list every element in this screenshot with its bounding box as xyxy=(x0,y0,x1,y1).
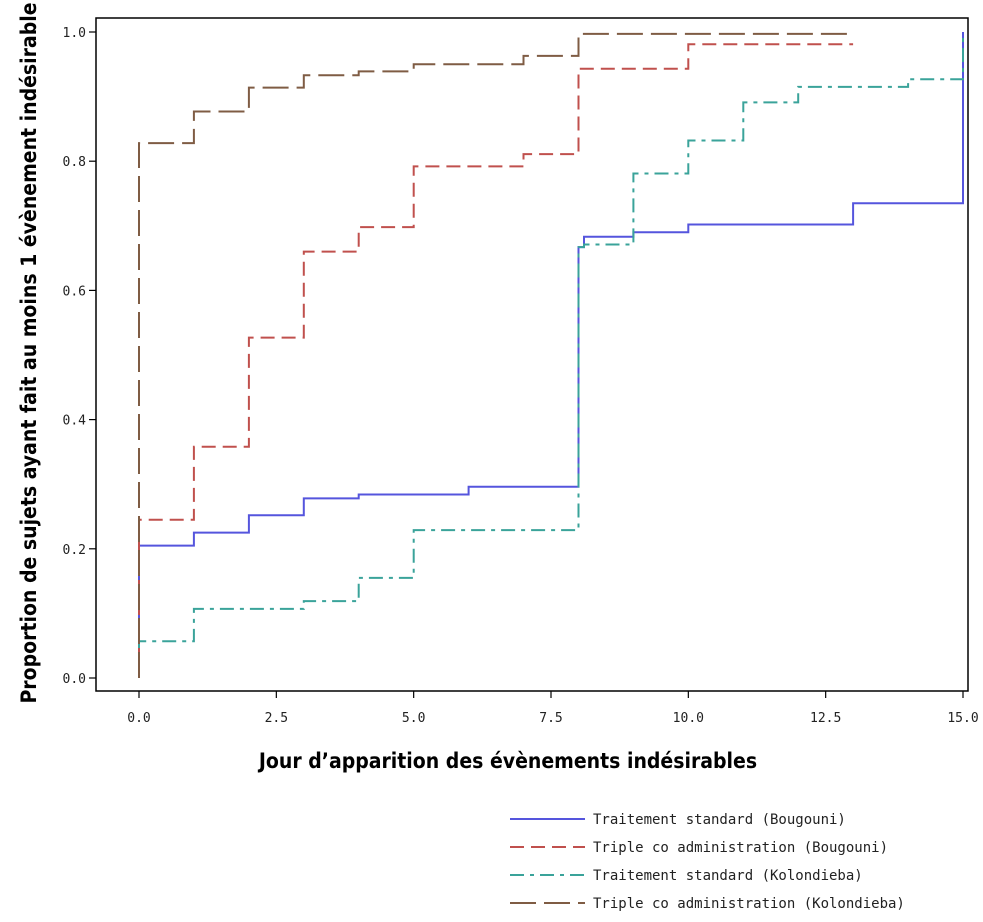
legend-label-3: Traitement standard (Kolondieba) xyxy=(593,868,863,884)
x-tick-label: 0.0 xyxy=(127,711,150,726)
series-line-2 xyxy=(138,43,854,678)
x-tick-label: 10.0 xyxy=(673,711,704,726)
series-line-1 xyxy=(138,32,964,678)
y-tick-label: 0.6 xyxy=(63,284,86,299)
series-line-3 xyxy=(138,32,964,678)
legend-label-4: Triple co administration (Kolondieba) xyxy=(593,896,905,912)
x-axis: 0.0 2.5 5.0 7.5 10.0 12.5 15.0 xyxy=(127,691,979,726)
y-tick-label: 0.2 xyxy=(63,543,86,558)
x-axis-label: Jour d’apparition des évènements indésir… xyxy=(257,749,757,773)
x-tick-label: 15.0 xyxy=(947,711,978,726)
x-tick-label: 7.5 xyxy=(539,711,562,726)
series-layer xyxy=(138,32,964,678)
x-tick-label: 5.0 xyxy=(402,711,425,726)
y-tick-label: 0.0 xyxy=(63,672,86,687)
y-tick-label: 1.0 xyxy=(63,26,86,41)
legend: Traitement standard (Bougouni) Triple co … xyxy=(510,812,905,912)
x-tick-label: 2.5 xyxy=(265,711,288,726)
plot-frame xyxy=(95,17,969,692)
series-line-4 xyxy=(138,32,854,678)
legend-label-2: Triple co administration (Bougouni) xyxy=(593,840,888,856)
x-tick-label: 12.5 xyxy=(810,711,841,726)
y-tick-label: 0.4 xyxy=(63,414,87,429)
y-tick-label: 0.8 xyxy=(63,155,86,170)
y-axis-label: Proportion de sujets ayant fait au moins… xyxy=(17,2,41,703)
legend-label-1: Traitement standard (Bougouni) xyxy=(593,812,846,828)
y-axis: 0.0 0.2 0.4 0.6 0.8 1.0 xyxy=(63,26,96,687)
